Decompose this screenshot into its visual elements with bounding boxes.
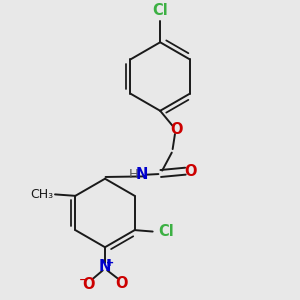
Text: +: + <box>106 258 114 268</box>
Text: CH₃: CH₃ <box>30 188 53 201</box>
Text: O: O <box>82 277 95 292</box>
Text: N: N <box>99 260 111 274</box>
Text: O: O <box>170 122 182 137</box>
Text: Cl: Cl <box>158 224 174 239</box>
Text: −: − <box>79 274 88 284</box>
Text: N: N <box>136 167 148 182</box>
Text: O: O <box>184 164 197 179</box>
Text: Cl: Cl <box>152 4 168 19</box>
Text: O: O <box>115 276 128 291</box>
Text: H: H <box>128 168 138 181</box>
